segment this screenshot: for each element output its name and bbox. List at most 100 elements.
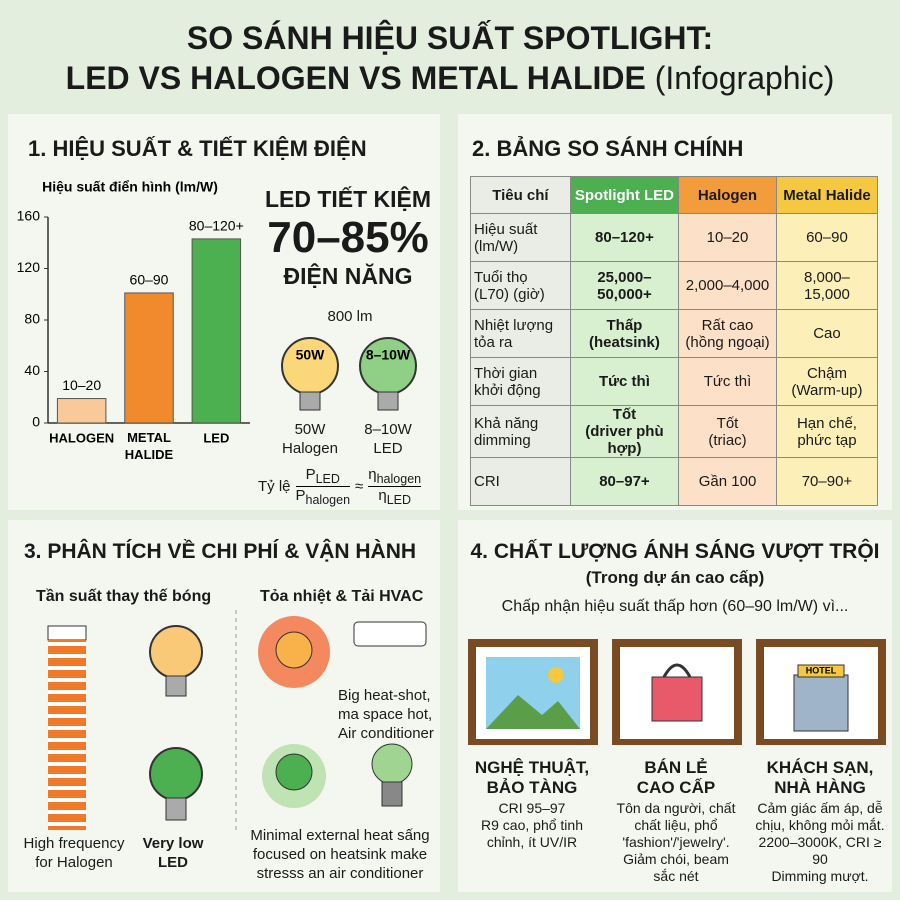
- text-line: dimming: [474, 431, 531, 449]
- table-cell: 60–90: [775, 213, 879, 262]
- text-line: 15,000: [804, 285, 850, 303]
- subscript: LED: [315, 472, 340, 486]
- table-row: Thời gian khởi động Tức thì Tức thì Chậm (War…: [470, 357, 879, 406]
- text-line: Thấp: [606, 316, 643, 334]
- intro: Chấp nhận hiệu suất thấp hơn (60–90 lm/W…: [501, 598, 849, 615]
- bulb-caption: 8–10W LED: [348, 420, 428, 458]
- text-line: Hạn chế,: [796, 414, 857, 432]
- table-cell: CRI: [470, 457, 571, 506]
- panel-heading: 3. PHÂN TÍCH VỀ CHI PHÍ & VẬN HÀNH: [24, 540, 417, 563]
- text-line: Tức thì: [599, 373, 650, 390]
- text-line: khởi động: [474, 381, 541, 399]
- heat-text: Minimal external heat sấng focused on hea…: [240, 826, 440, 883]
- frame: [468, 639, 598, 745]
- text-line: BẢO TÀNG: [486, 778, 578, 797]
- savings-text: ĐIỆN NĂNG: [283, 263, 413, 289]
- bulb: [149, 747, 203, 801]
- label-part: HALIDE: [125, 447, 174, 462]
- bar: [191, 238, 242, 424]
- table-row: CRI 80–97+ Gần 100 70–90+: [470, 457, 879, 506]
- table-cell: Nhiệt lượng tỏa ra: [470, 309, 571, 358]
- ratio-prefix: Tỷ lệ: [258, 478, 291, 495]
- text-line: CRI: [474, 473, 500, 490]
- text-line: Khả năng: [474, 414, 539, 432]
- text-line: Air conditioner: [338, 725, 434, 742]
- hotel-sign: HOTEL: [806, 665, 837, 675]
- table-cell: Chậm (Warm-up): [775, 357, 879, 406]
- table-row: Hiệu suất (lm/W) 80–120+ 10–20 60–90: [470, 213, 879, 262]
- bar: [56, 398, 107, 424]
- table-cell: Khả năng dimming: [470, 405, 571, 458]
- value-label: 10–20: [62, 377, 101, 393]
- table-cell: 10–20: [678, 213, 777, 262]
- replacement-stack: [48, 640, 86, 830]
- text-line: (L70) (giờ): [474, 285, 545, 303]
- panel-heading: 2. BẢNG SO SÁNH CHÍNH: [472, 136, 744, 161]
- x-tick-label: HALOGEN: [49, 430, 114, 445]
- text-line: ma space hot,: [338, 706, 433, 723]
- table-cell: 8,000– 15,000: [775, 261, 879, 310]
- text-line: Hiệu suất: [474, 220, 538, 238]
- section-title: Tỏa nhiệt & Tải HVAC: [260, 588, 424, 605]
- text-line: 80–97+: [599, 473, 650, 490]
- text-line: 10–20: [706, 229, 749, 246]
- text-line: chất liệu, phổ: [634, 817, 718, 833]
- symbol: P: [295, 487, 306, 504]
- table-cell: Gần 100: [678, 457, 777, 506]
- comparison-table: Tiêu chí Spotlight LED Halogen Metal Hal…: [470, 176, 879, 506]
- text-line: Tôn da người, chất: [616, 800, 736, 816]
- table-cell: Tức thì: [569, 357, 680, 406]
- text-line: 8,000–: [804, 268, 850, 286]
- symbol: η: [368, 466, 377, 483]
- x-tick-label: LED: [203, 430, 229, 445]
- panel-heading: 1. HIỆU SUẤT & TIẾT KIỆM ĐIỆN: [28, 136, 367, 161]
- text-line: Tức thì: [703, 373, 752, 390]
- frames: HOTEL: [468, 639, 886, 745]
- table-cell: Hiệu suất (lm/W): [470, 213, 571, 262]
- table-cell: Cao: [775, 309, 879, 358]
- panel-heading: 4. CHẤT LƯỢNG ÁNH SÁNG VƯỢT TRỘI: [470, 540, 880, 563]
- text-line: Cao: [813, 325, 841, 342]
- header-cell: Spotlight LED: [569, 176, 680, 214]
- card-body: Cảm giác ấm áp, dễ chịu, không mỏi mắt. 22…: [750, 800, 890, 885]
- text-line: chịu, không mỏi mắt.: [755, 817, 885, 833]
- cost-icons: [47, 610, 427, 830]
- table-cell: Tức thì: [678, 357, 777, 406]
- symbol: P: [305, 466, 316, 483]
- bulb-base: [377, 391, 399, 411]
- text-line: 25,000–: [597, 268, 652, 286]
- table-cell: 80–120+: [569, 213, 680, 262]
- bar: [124, 292, 174, 424]
- table-cell: Tốt (triac): [678, 405, 777, 458]
- text-line: tỏa ra: [474, 333, 513, 351]
- text-line: CRI 95–97: [498, 800, 566, 816]
- text-line: Thời gian: [474, 364, 538, 382]
- card-title: BÁN LẺ CAO CẤP: [606, 758, 746, 798]
- text-line: LED: [373, 440, 403, 457]
- y-tick-label: 0: [32, 414, 40, 430]
- text-line: KHÁCH SẠN,: [766, 758, 874, 777]
- text-line: (lm/W): [474, 237, 519, 255]
- y-tick-label: 80: [24, 311, 40, 327]
- bulb: [275, 631, 313, 669]
- fraction: PLED Phalogen: [295, 466, 351, 507]
- bulb-badge: 50W: [296, 347, 326, 363]
- text-line: Cảm giác ấm áp, dễ: [757, 800, 883, 816]
- y-tick-label: 120: [17, 259, 41, 275]
- text-line: CAO CẤP: [636, 778, 716, 797]
- label-part: METAL: [127, 430, 171, 445]
- text-line: 8–10W: [364, 421, 412, 438]
- frame: [756, 639, 886, 745]
- chart-title: Hiệu suất điển hình (lm/W): [42, 179, 218, 195]
- bulb-base: [165, 797, 187, 821]
- text-line: Big heat-shot,: [338, 687, 431, 704]
- heatsink: [381, 781, 403, 807]
- bulb-caption: 50W Halogen: [270, 420, 350, 458]
- replacement-caption: High frequency for Halogen: [18, 834, 130, 872]
- card-body: CRI 95–97 R9 cao, phổ tinh chỉnh, ít UV/IR: [462, 800, 602, 851]
- card-title: NGHỆ THUẬT, BẢO TÀNG: [462, 758, 602, 798]
- text-line: (Warm-up): [791, 381, 863, 399]
- text-line: Halogen: [282, 440, 338, 457]
- bulb: [275, 753, 313, 791]
